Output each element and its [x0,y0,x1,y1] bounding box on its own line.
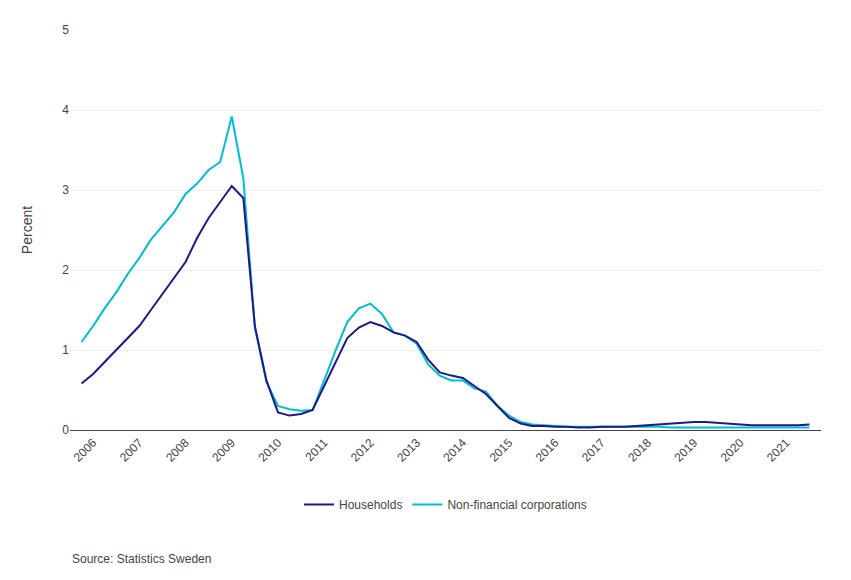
svg-text:5: 5 [62,23,69,37]
svg-text:2: 2 [62,263,69,277]
svg-text:2006: 2006 [71,436,100,465]
svg-text:2013: 2013 [394,436,423,465]
svg-text:2018: 2018 [625,436,654,465]
svg-text:Households: Households [339,498,402,512]
svg-text:2008: 2008 [163,436,192,465]
svg-text:2017: 2017 [579,436,608,465]
svg-text:2019: 2019 [671,436,700,465]
svg-text:2021: 2021 [764,436,793,465]
svg-text:2015: 2015 [487,436,516,465]
svg-text:2010: 2010 [256,436,285,465]
svg-text:2020: 2020 [718,436,747,465]
svg-text:Non-financial corporations: Non-financial corporations [447,498,586,512]
svg-text:0: 0 [62,423,69,437]
svg-text:2007: 2007 [117,436,146,465]
svg-text:Percent: Percent [19,206,35,254]
svg-text:1: 1 [62,343,69,357]
svg-text:2014: 2014 [440,436,469,465]
svg-text:Source: Statistics Sweden: Source: Statistics Sweden [72,552,211,566]
svg-text:2016: 2016 [533,436,562,465]
svg-text:2009: 2009 [209,436,238,465]
svg-text:3: 3 [62,183,69,197]
svg-text:2011: 2011 [302,436,330,464]
svg-text:2012: 2012 [348,436,377,465]
svg-text:4: 4 [62,103,69,117]
